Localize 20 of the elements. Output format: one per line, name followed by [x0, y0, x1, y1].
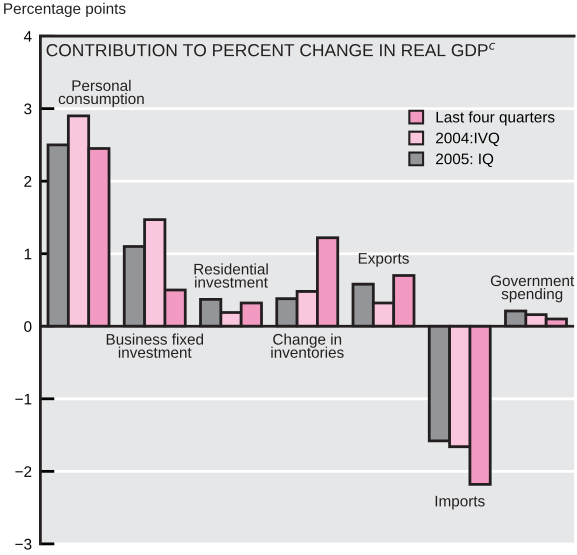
chart-title: CONTRIBUTION TO PERCENT CHANGE IN REAL GDP$^{c}$	[46, 42, 496, 56]
y-tick-label: −2	[15, 466, 32, 477]
x-tick-label: Change in inventories	[271, 334, 344, 358]
legend-label: 2005: IQ	[436, 153, 494, 168]
y-axis-title: Percentage points	[4, 2, 126, 18]
y-tick-label: 4	[24, 31, 32, 42]
y-tick-label: −3	[15, 538, 32, 550]
x-tick-label: Imports	[436, 496, 485, 510]
y-tick-label: 0	[24, 321, 32, 332]
y-tick-label: 3	[24, 103, 32, 114]
legend-label: 2004:IVQ	[436, 132, 500, 146]
x-tick-label: Business fixed investment	[106, 334, 204, 358]
y-tick-label: 1	[24, 248, 32, 260]
x-tick-label: Personal consumption	[58, 80, 144, 108]
x-tick-label: Residential investment	[194, 263, 268, 288]
legend-label: Last four quarters	[436, 111, 554, 126]
y-tick-label: 2	[24, 176, 32, 187]
x-tick-label: Government spending	[490, 275, 574, 302]
y-tick-label: −1	[15, 394, 32, 404]
x-tick-label: Exports	[358, 253, 409, 267]
